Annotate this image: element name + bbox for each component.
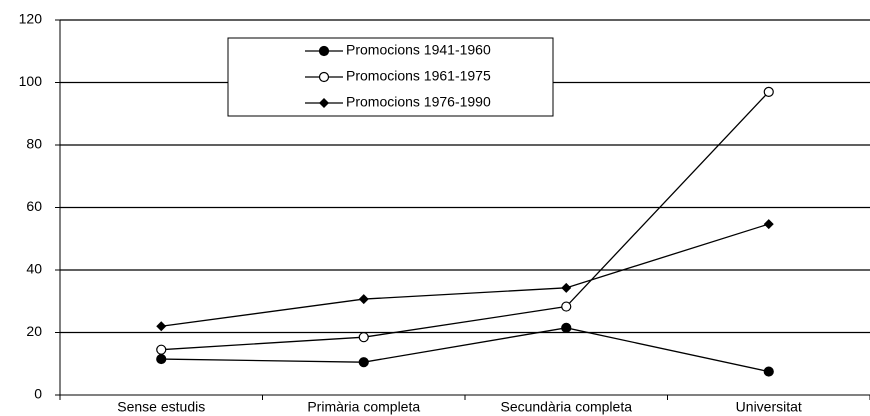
legend-marker [318, 45, 330, 57]
series-line [161, 91, 770, 351]
x-tick-label: Sense estudis [117, 399, 205, 415]
marker [156, 344, 167, 355]
marker [763, 366, 774, 377]
legend-marker [318, 71, 330, 83]
legend-box [227, 37, 554, 117]
legend-label: Promocions 1941-1960 [346, 42, 491, 58]
y-tick-label: 20 [26, 323, 42, 339]
marker [358, 357, 369, 368]
y-tick-label: 0 [34, 386, 42, 402]
marker [561, 301, 572, 312]
marker [763, 86, 774, 97]
marker [561, 282, 572, 293]
legend-label: Promocions 1961-1975 [346, 68, 491, 84]
y-tick-label: 40 [26, 261, 42, 277]
marker [763, 219, 774, 230]
marker [358, 294, 369, 305]
marker [156, 321, 167, 332]
marker [156, 353, 167, 365]
y-tick-label: 120 [19, 11, 43, 27]
y-tick-label: 80 [26, 136, 42, 152]
y-tick-label: 60 [26, 198, 42, 214]
series-line [161, 223, 769, 327]
x-tick-label: Secundària completa [500, 399, 632, 415]
x-tick-label: Universitat [736, 399, 802, 415]
series-line [161, 327, 769, 373]
x-tick-label: Primària completa [307, 399, 420, 415]
marker [561, 322, 572, 333]
y-tick-label: 100 [19, 73, 43, 89]
marker [358, 332, 369, 343]
legend-marker [319, 98, 329, 108]
legend-label: Promocions 1976-1990 [346, 94, 491, 110]
